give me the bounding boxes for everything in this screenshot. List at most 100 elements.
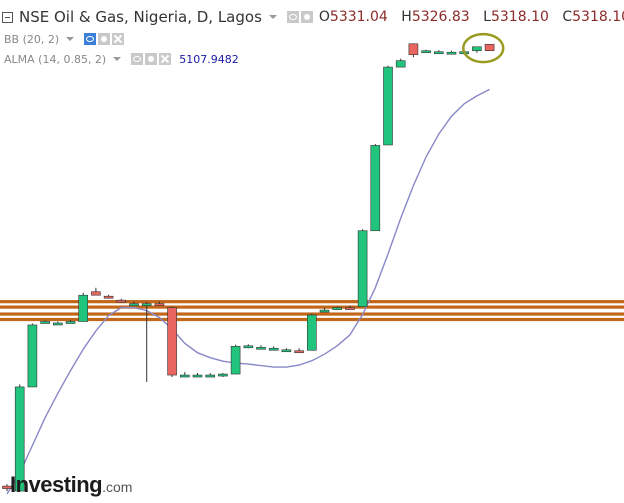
candle-body <box>446 51 457 55</box>
symbol-title: NSE Oil & Gas, Nigeria, D, Lagos <box>19 8 262 26</box>
bb-indicator-row: BB (20, 2) <box>4 31 126 47</box>
candle <box>65 320 76 324</box>
candle-body <box>370 145 381 232</box>
candles <box>2 43 495 492</box>
candle-body <box>78 294 88 322</box>
candle <box>205 373 215 378</box>
support-line-3 <box>0 300 624 304</box>
candle <box>103 294 114 299</box>
gear-icon[interactable] <box>145 53 158 65</box>
candle-body <box>154 303 165 306</box>
candle <box>319 307 330 313</box>
symbol-row: NSE Oil & Gas, Nigeria, D, Lagos O5331.0… <box>2 7 624 27</box>
chevron-down-icon[interactable] <box>268 15 277 19</box>
candle-body <box>230 345 241 375</box>
candle <box>370 143 381 232</box>
alma-label: ALMA (14, 0.85, 2) <box>4 52 107 66</box>
candle <box>154 301 165 306</box>
chevron-down-icon[interactable] <box>66 37 75 41</box>
candle <box>243 344 254 349</box>
investing-logo: Investing .com <box>10 472 133 497</box>
candle-body <box>116 299 127 303</box>
eye-icon[interactable] <box>286 11 299 23</box>
candle <box>357 229 368 307</box>
candle <box>421 49 431 54</box>
close-icon[interactable] <box>159 53 172 65</box>
candle-body <box>281 349 292 353</box>
candle <box>408 43 419 58</box>
candle-body <box>2 485 12 489</box>
gear-icon[interactable] <box>98 33 111 45</box>
support-line-2 <box>0 305 624 309</box>
candle-body <box>319 309 330 313</box>
ohlc-readout: O5331.04 H5326.83 L5318.10 C5318.10 <box>318 9 624 25</box>
candle <box>116 298 127 303</box>
candle-body <box>421 50 431 54</box>
candle-body <box>103 295 114 299</box>
candle-body <box>332 307 343 310</box>
close-icon[interactable] <box>112 33 125 45</box>
candle-body <box>40 321 50 324</box>
candle-body <box>14 386 25 492</box>
gear-icon[interactable] <box>300 11 313 23</box>
candle <box>446 50 457 55</box>
candle-body <box>345 307 355 310</box>
candle <box>383 65 393 146</box>
candle-body <box>294 350 304 354</box>
candle <box>433 50 444 55</box>
alma-value: 5107.9482 <box>179 52 239 66</box>
eye-icon[interactable] <box>84 33 97 45</box>
candle <box>27 323 38 388</box>
candle <box>141 301 152 382</box>
bb-label: BB (20, 2) <box>4 32 60 46</box>
candle <box>167 306 177 378</box>
candle <box>129 301 139 306</box>
candle-body <box>433 51 444 55</box>
candle-body <box>180 374 190 378</box>
candle-body <box>218 373 228 377</box>
candle-body <box>91 291 101 296</box>
candle <box>218 373 228 378</box>
candle <box>345 305 355 310</box>
candle <box>306 313 317 351</box>
candle-body <box>243 345 254 349</box>
candle <box>281 348 292 353</box>
candle-body <box>357 230 368 307</box>
candle <box>268 346 279 351</box>
candle-body <box>192 374 203 378</box>
candle-body <box>408 43 419 56</box>
candle <box>472 46 482 53</box>
candle-body <box>256 346 266 350</box>
candle-body <box>167 307 177 376</box>
candle <box>484 43 495 51</box>
candle <box>294 348 304 354</box>
candle <box>2 484 12 492</box>
candle <box>14 384 25 492</box>
eye-icon[interactable] <box>131 53 144 65</box>
candle <box>395 58 406 68</box>
highlight-circle <box>462 32 505 64</box>
candle-body <box>141 303 152 306</box>
alma-line <box>6 88 490 495</box>
candle <box>78 292 88 322</box>
candle-body <box>129 303 139 306</box>
chevron-down-icon[interactable] <box>113 57 122 61</box>
candle-body <box>472 46 482 52</box>
candle <box>52 321 63 326</box>
collapse-icon[interactable] <box>2 11 13 23</box>
candle-body <box>395 60 406 68</box>
candle <box>91 287 101 296</box>
candle-body <box>65 321 76 324</box>
candle <box>192 373 203 378</box>
candle-body <box>383 66 393 146</box>
candle-body <box>27 324 38 388</box>
candle <box>332 306 343 311</box>
alma-indicator-row: ALMA (14, 0.85, 2) 5107.9482 <box>4 51 239 67</box>
candle-body <box>205 374 215 378</box>
candle-body <box>484 43 495 51</box>
candle <box>230 344 241 375</box>
candle-body <box>268 347 279 351</box>
candle <box>256 345 266 350</box>
candle <box>40 320 50 324</box>
